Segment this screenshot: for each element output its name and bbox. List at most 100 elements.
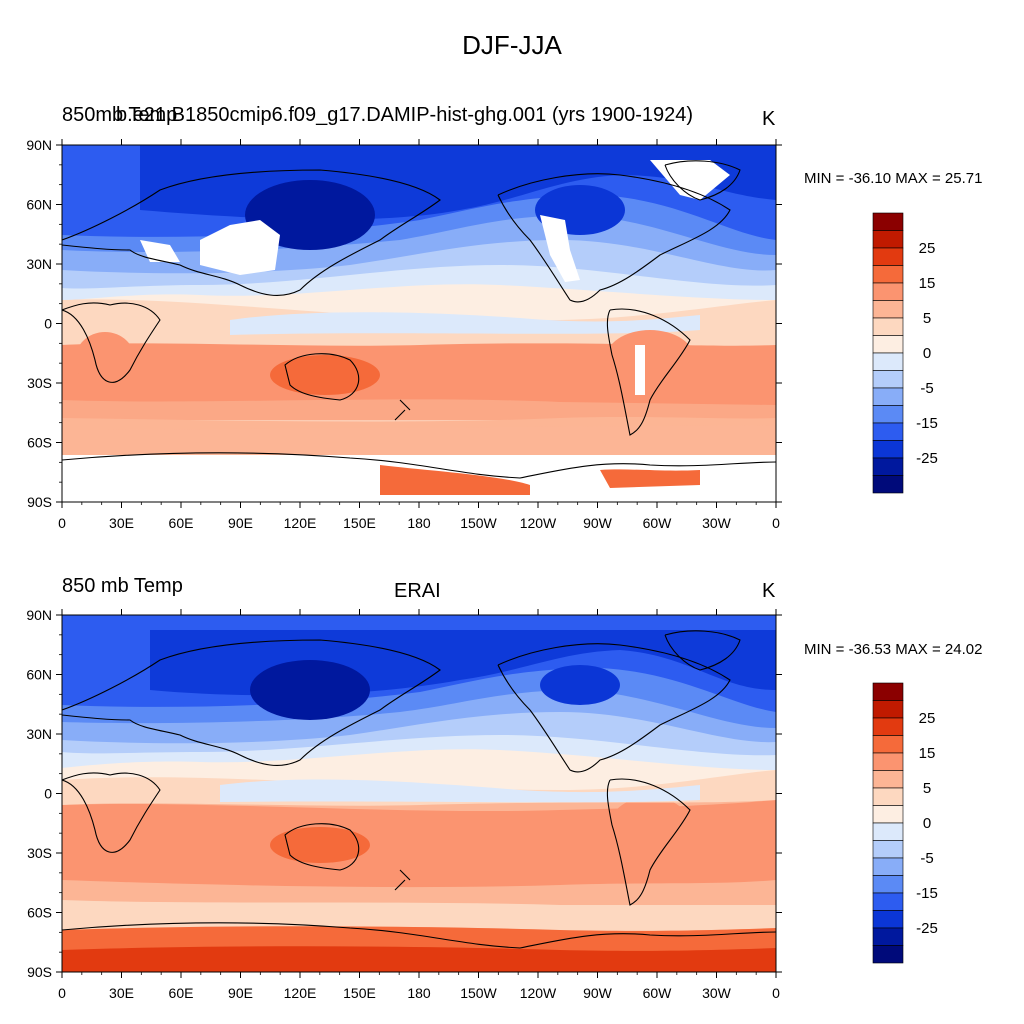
- colorbar-swatch: [872, 910, 904, 929]
- colorbar-swatch: [872, 405, 904, 424]
- colorbar-label: 5: [923, 780, 931, 797]
- x-tick-label: 90E: [228, 985, 253, 1001]
- axes-layer: 0 30E 60E 90E 120E 150E 180 150W 120W 90W 60W 30W 09…: [26, 137, 782, 1001]
- colorbar-swatch: [872, 387, 904, 406]
- colorbar-swatch: [872, 875, 904, 894]
- colorbar-swatch: [872, 247, 904, 266]
- x-tick-label: 90W: [583, 515, 613, 531]
- colorbar-label: -25: [916, 920, 938, 937]
- y-tick-label: 60N: [26, 667, 52, 683]
- colorbar-label: 15: [919, 745, 936, 762]
- colorbar-swatch: [872, 927, 904, 946]
- map-obs: [62, 615, 776, 972]
- x-tick-label: 180: [407, 515, 431, 531]
- min-max-label: MIN = -36.53 MAX = 24.02: [804, 641, 983, 658]
- colorbar-label: -15: [916, 885, 938, 902]
- colorbar-swatch: [872, 265, 904, 284]
- colorbar-swatch: [872, 317, 904, 336]
- colorbar-label: 0: [923, 345, 931, 362]
- colorbar-swatch: [872, 857, 904, 876]
- y-tick-label: 60S: [27, 905, 52, 921]
- x-tick-label: 0: [58, 985, 66, 1001]
- y-tick-label: 90S: [27, 964, 52, 980]
- x-tick-label: 150W: [460, 515, 497, 531]
- colorbar-swatch: [872, 805, 904, 824]
- panel-case-title: b.e21.B1850cmip6.f09_g17.DAMIP-hist-ghg.…: [116, 104, 694, 126]
- colorbar-label: 0: [923, 815, 931, 832]
- colorbar-label: -5: [920, 380, 933, 397]
- x-tick-label: 180: [407, 985, 431, 1001]
- colorbar-swatch: [872, 892, 904, 911]
- colorbar-swatch: [872, 475, 904, 494]
- colorbar-swatch: [872, 457, 904, 476]
- colorbar-swatch: [872, 717, 904, 736]
- x-tick-label: 60E: [169, 985, 194, 1001]
- x-tick-label: 30W: [702, 515, 732, 531]
- panel-obs: 850 mb Temp ERAI K MIN = -36.53 MAX = 24…: [0, 0, 1024, 658]
- y-tick-label: 30S: [27, 845, 52, 861]
- y-tick-label: 30N: [26, 726, 52, 742]
- colorbar-swatch: [872, 440, 904, 459]
- colorbar-label: -25: [916, 450, 938, 467]
- colorbar-swatch: [872, 840, 904, 859]
- colorbar-swatch: [872, 735, 904, 754]
- y-tick-label: 30S: [27, 375, 52, 391]
- x-tick-label: 120W: [520, 985, 557, 1001]
- y-tick-label: 90S: [27, 494, 52, 510]
- x-tick-label: 30W: [702, 985, 732, 1001]
- y-tick-label: 90N: [26, 137, 52, 153]
- x-tick-label: 90E: [228, 515, 253, 531]
- panel-center-title: ERAI: [394, 580, 441, 602]
- map-model: [62, 145, 776, 502]
- x-tick-label: 150W: [460, 985, 497, 1001]
- colorbar-swatch: [872, 770, 904, 789]
- y-tick-label: 90N: [26, 607, 52, 623]
- colorbar-label: 15: [919, 275, 936, 292]
- x-tick-label: 30E: [109, 985, 134, 1001]
- y-tick-label: 30N: [26, 256, 52, 272]
- panel-left-title: 850mb Temp: [62, 104, 178, 126]
- x-tick-label: 60W: [643, 515, 673, 531]
- colorbar-swatch: [872, 752, 904, 771]
- x-tick-label: 0: [58, 515, 66, 531]
- colorbar-swatch: [872, 700, 904, 719]
- colorbar-swatch: [872, 352, 904, 371]
- x-tick-label: 120W: [520, 515, 557, 531]
- y-tick-label: 60S: [27, 435, 52, 451]
- x-tick-label: 150E: [343, 985, 376, 1001]
- main-title: DJF-JJA: [462, 30, 562, 60]
- colorbar-swatch: [872, 300, 904, 319]
- x-tick-label: 120E: [284, 985, 317, 1001]
- x-tick-label: 30E: [109, 515, 134, 531]
- x-tick-label: 90W: [583, 985, 613, 1001]
- colorbar-swatch: [872, 212, 904, 231]
- x-tick-label: 120E: [284, 515, 317, 531]
- colorbar-swatch: [872, 282, 904, 301]
- panel-model: 850mb Temp b.e21.B1850cmip6.f09_g17.DAMI…: [0, 0, 1024, 470]
- x-tick-label: 60E: [169, 515, 194, 531]
- x-tick-label: 60W: [643, 985, 673, 1001]
- colorbars: 25 15 5 0 -5 -15 -25 25 15 5 0 -5 -15 -25: [872, 212, 938, 964]
- colorbar-swatch: [872, 822, 904, 841]
- x-tick-label: 0: [772, 985, 780, 1001]
- colorbar-swatch: [872, 230, 904, 249]
- colorbar-label: -5: [920, 850, 933, 867]
- panel-units: K: [762, 580, 776, 602]
- colorbar-label: 25: [919, 710, 936, 727]
- x-tick-label: 0: [772, 515, 780, 531]
- panel-units: K: [762, 108, 776, 130]
- colorbar-swatch: [872, 370, 904, 389]
- colorbar-label: -15: [916, 415, 938, 432]
- colorbar-label: 25: [919, 240, 936, 257]
- colorbar-label: 5: [923, 310, 931, 327]
- min-max-label: MIN = -36.10 MAX = 25.71: [804, 170, 983, 187]
- colorbar-swatch: [872, 945, 904, 964]
- colorbar-swatch: [872, 422, 904, 441]
- y-tick-label: 0: [44, 316, 52, 332]
- y-tick-label: 0: [44, 786, 52, 802]
- panel-left-title: 850 mb Temp: [62, 575, 183, 597]
- colorbar-swatch: [872, 787, 904, 806]
- colorbar-swatch: [872, 682, 904, 701]
- colorbar-swatch: [872, 335, 904, 354]
